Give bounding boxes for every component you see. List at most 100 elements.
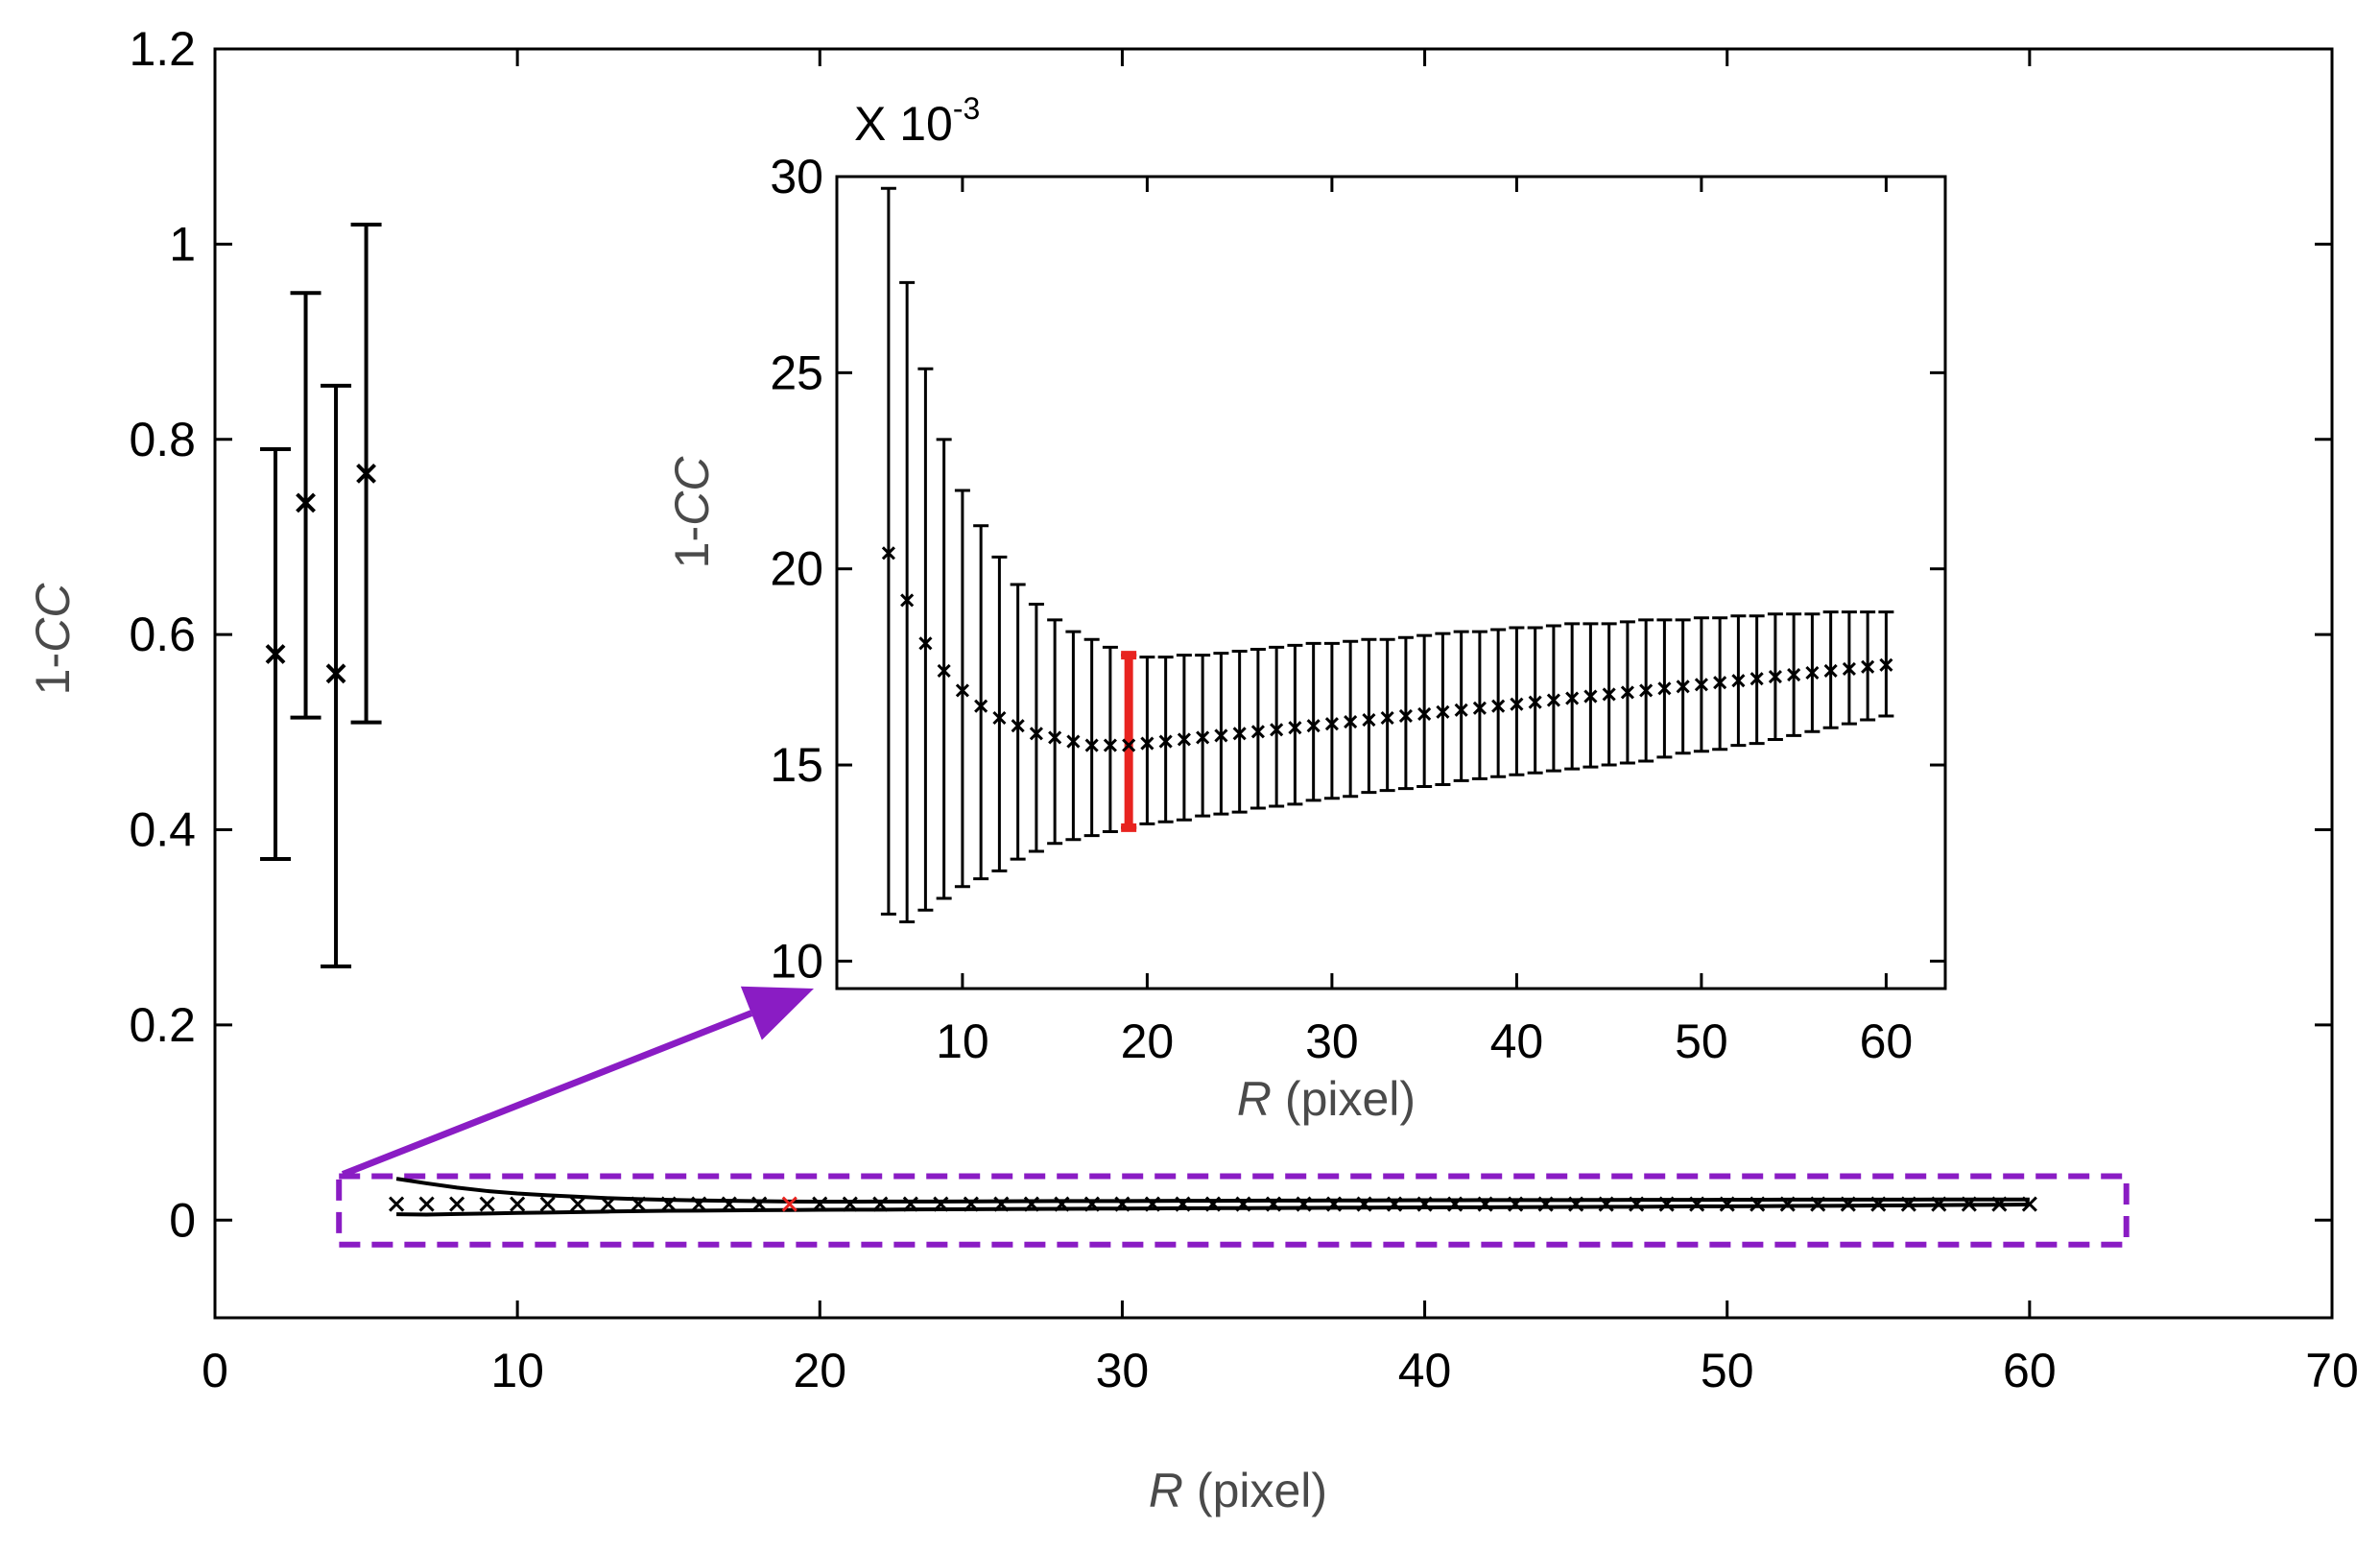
inset-data-point <box>1583 689 1598 704</box>
zoom-data-point <box>570 1196 586 1212</box>
zoom-data-point <box>1598 1196 1614 1212</box>
zoom-data-point <box>1325 1196 1343 1212</box>
main-x-tick-label: 60 <box>2003 1344 2057 1397</box>
zoom-data-point <box>1416 1196 1433 1212</box>
main-x-axis-label: R (pixel) <box>1149 1464 1327 1517</box>
inset-data-point <box>1029 727 1043 741</box>
zoom-data-point <box>1386 1196 1403 1212</box>
zoom-data-point <box>751 1196 768 1212</box>
zoom-region-box <box>336 1173 2130 1248</box>
inset-data-point <box>1528 695 1542 709</box>
inset-error-bar <box>1471 630 1488 780</box>
inset-highlight-error-bar <box>1121 651 1137 832</box>
inset-data-point <box>1749 672 1764 686</box>
main-x-tick-label: 50 <box>1701 1344 1754 1397</box>
main-y-axis-label: 1-CC <box>26 583 80 696</box>
zoom-data-point <box>1114 1196 1130 1212</box>
zoom-data-point <box>691 1196 707 1212</box>
zoom-data-point <box>600 1196 616 1212</box>
inset-data-point <box>1639 683 1654 698</box>
inset-data-point <box>1731 674 1746 688</box>
inset-error-bar <box>1343 639 1359 799</box>
inset-data-point <box>1288 721 1302 735</box>
zoom-data-point <box>812 1196 828 1212</box>
main-data-point <box>296 492 316 513</box>
zoom-data-point <box>1265 1196 1282 1212</box>
inset-background <box>837 177 1945 989</box>
inset-data-point <box>1454 703 1468 717</box>
inset-error-bar <box>1102 645 1118 834</box>
inset-data-point <box>1380 710 1394 726</box>
inset-x-ticks: 10 20 30 40 50 60 <box>936 177 1913 1068</box>
inset-data-point <box>1676 680 1690 694</box>
inset-data-point <box>1620 685 1634 700</box>
zoom-data-point <box>1296 1196 1312 1212</box>
zoom-data-point <box>479 1196 495 1212</box>
inset-data-point <box>1565 691 1580 705</box>
inset-data-point <box>1232 727 1247 741</box>
inset-error-bar <box>1435 632 1451 786</box>
inset-error-bar <box>1453 630 1469 782</box>
zoom-data-point <box>449 1196 465 1212</box>
main-y-tick-label: 1 <box>169 217 196 271</box>
inset-data-point <box>1787 667 1801 682</box>
zoom-data-point <box>510 1196 526 1212</box>
inset-y-axis-label: 1-CC <box>665 456 719 569</box>
zoom-data-point <box>902 1196 918 1212</box>
inset-error-bar <box>973 524 989 881</box>
zoom-highlight-point <box>781 1196 797 1212</box>
inset-data-point <box>1879 657 1893 672</box>
zoom-data-point <box>1810 1196 1826 1212</box>
inset-data-point <box>1122 738 1136 752</box>
main-y-tick-label: 0 <box>169 1193 196 1247</box>
inset-data-point <box>1066 734 1081 749</box>
inset-data-point <box>1048 730 1062 745</box>
zoom-data-point <box>1204 1196 1222 1212</box>
inset-data-point <box>1084 738 1099 752</box>
inset-error-bar <box>1287 643 1303 806</box>
zoom-upper-bound <box>395 1177 2030 1205</box>
zoom-data-point <box>1508 1196 1524 1212</box>
inset-data-point <box>1250 725 1265 739</box>
zoom-data-point <box>1961 1196 1977 1212</box>
inset-data-point <box>955 683 969 698</box>
inset-data-point <box>1657 681 1672 696</box>
inset-error-bar <box>1509 626 1525 776</box>
main-x-tick-label: 30 <box>1096 1344 1150 1397</box>
inset-x-axis-label: R (pixel) <box>1237 1072 1416 1126</box>
zoom-data-point <box>1235 1196 1251 1212</box>
main-data-point <box>356 463 376 484</box>
zoom-data-point <box>963 1196 979 1212</box>
zoom-data-point <box>389 1196 405 1212</box>
main-y-tick-label: 1.2 <box>129 22 196 76</box>
zoom-data-point <box>1900 1196 1916 1212</box>
inset-y-ticks: 10 15 20 25 30 <box>770 150 1945 988</box>
inset-data-point <box>1510 697 1524 711</box>
main-data-point <box>265 644 286 664</box>
zoom-data-point <box>872 1196 889 1212</box>
inset-error-bar <box>1250 647 1266 810</box>
main-x-tick-label: 0 <box>202 1344 228 1397</box>
inset-plot-frame <box>835 175 1947 990</box>
inset-error-bar <box>1361 637 1377 795</box>
inset-error-bar <box>1269 645 1285 808</box>
main-plot-frame <box>213 47 2334 1320</box>
zoom-data-point <box>842 1196 858 1212</box>
inset-error-bar <box>1065 630 1082 842</box>
zoom-data-point <box>933 1196 949 1212</box>
zoom-data-point <box>1779 1196 1796 1212</box>
inset-error-bar <box>991 555 1008 872</box>
main-y-tick-label: 0.8 <box>129 413 196 466</box>
inset-data-point <box>992 710 1007 726</box>
main-x-tick-label: 40 <box>1398 1344 1452 1397</box>
zoom-data-point <box>1023 1196 1039 1212</box>
inset-data-point <box>1602 687 1616 702</box>
inset-data-point <box>1214 728 1228 743</box>
inset-data-point <box>937 663 951 679</box>
zoom-data-point <box>993 1196 1010 1212</box>
zoom-data-point <box>631 1196 647 1212</box>
zoom-data-point <box>1840 1196 1856 1212</box>
inset-data-point <box>918 636 933 651</box>
inset-data-point <box>1417 706 1432 721</box>
